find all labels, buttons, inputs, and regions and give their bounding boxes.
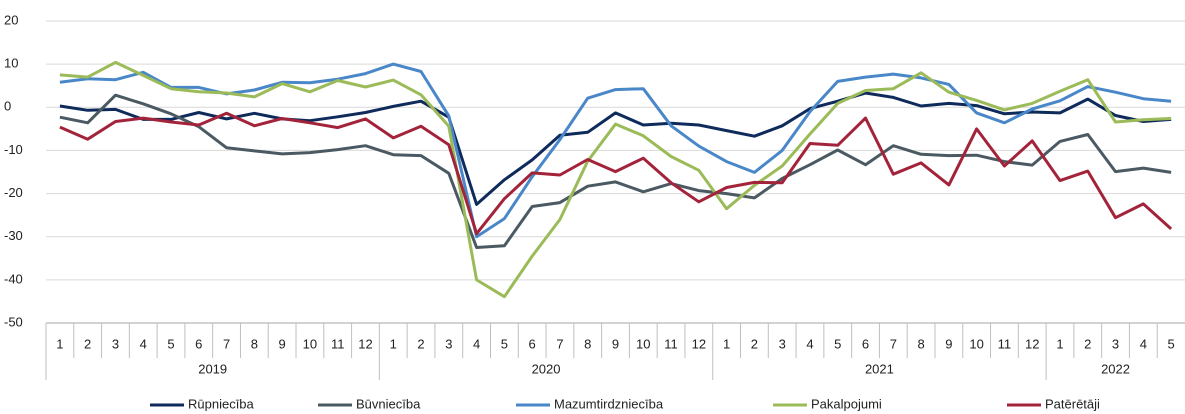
x-group-label: 2020 — [532, 361, 561, 376]
y-tick-label: -40 — [4, 271, 23, 286]
series-line — [59, 111, 1173, 236]
x-tick-label: 12 — [358, 336, 372, 351]
y-tick-label: -10 — [4, 142, 23, 157]
x-tick-label: 3 — [112, 336, 119, 351]
x-tick-label: 3 — [445, 336, 452, 351]
x-tick-label: 6 — [195, 336, 202, 351]
x-tick-label: 11 — [664, 336, 678, 351]
legend-label: Pakalpojumi — [811, 396, 882, 411]
x-tick-label: 12 — [1025, 336, 1039, 351]
x-tick-label: 7 — [890, 336, 897, 351]
x-tick-label: 12 — [692, 336, 706, 351]
x-tick-label: 2 — [751, 336, 758, 351]
series-line — [59, 62, 1172, 239]
legend-label: Rūpniecība — [188, 396, 255, 411]
y-tick-label: -30 — [4, 228, 23, 243]
legend-label: Būvniecība — [356, 396, 421, 411]
x-tick-label: 6 — [862, 336, 869, 351]
x-tick-label: 5 — [834, 336, 841, 351]
x-tick-label: 4 — [806, 336, 813, 351]
x-tick-label: 1 — [723, 336, 730, 351]
x-tick-label: 4 — [1140, 336, 1147, 351]
x-tick-label: 5 — [167, 336, 174, 351]
x-tick-label: 8 — [251, 336, 258, 351]
x-tick-label: 4 — [473, 336, 480, 351]
x-tick-label: 10 — [969, 336, 983, 351]
x-tick-label: 1 — [56, 336, 63, 351]
legend-label: Mazumtirdzniecība — [554, 396, 664, 411]
x-tick-label: 9 — [945, 336, 952, 351]
y-tick-label: -50 — [4, 314, 23, 329]
y-tick-label: -20 — [4, 185, 23, 200]
x-tick-label: 2 — [1084, 336, 1091, 351]
legend-label: Patērētāji — [1045, 396, 1100, 411]
x-group-label: 2019 — [198, 361, 227, 376]
y-tick-label: 20 — [4, 12, 18, 27]
x-tick-label: 4 — [140, 336, 147, 351]
x-tick-label: 11 — [331, 336, 345, 351]
x-tick-label: 3 — [779, 336, 786, 351]
series-line — [59, 93, 1172, 249]
x-tick-label: 6 — [529, 336, 536, 351]
x-tick-label: 5 — [501, 336, 508, 351]
x-tick-label: 8 — [917, 336, 924, 351]
x-group-label: 2021 — [865, 361, 894, 376]
series-line — [59, 91, 1172, 206]
x-tick-label: 9 — [612, 336, 619, 351]
series-line — [59, 60, 1172, 299]
x-tick-label: 8 — [584, 336, 591, 351]
x-tick-label: 1 — [390, 336, 397, 351]
x-tick-label: 5 — [1167, 336, 1174, 351]
x-tick-label: 1 — [1056, 336, 1063, 351]
x-tick-label: 7 — [223, 336, 230, 351]
x-tick-label: 11 — [998, 336, 1012, 351]
x-tick-label: 3 — [1112, 336, 1119, 351]
y-tick-label: 0 — [4, 99, 11, 114]
x-group-label: 2022 — [1101, 361, 1130, 376]
x-tick-label: 2 — [417, 336, 424, 351]
x-tick-label: 10 — [636, 336, 650, 351]
y-tick-label: 10 — [4, 56, 18, 71]
x-tick-label: 7 — [556, 336, 563, 351]
x-tick-label: 9 — [279, 336, 286, 351]
x-tick-label: 10 — [303, 336, 317, 351]
x-tick-label: 2 — [84, 336, 91, 351]
